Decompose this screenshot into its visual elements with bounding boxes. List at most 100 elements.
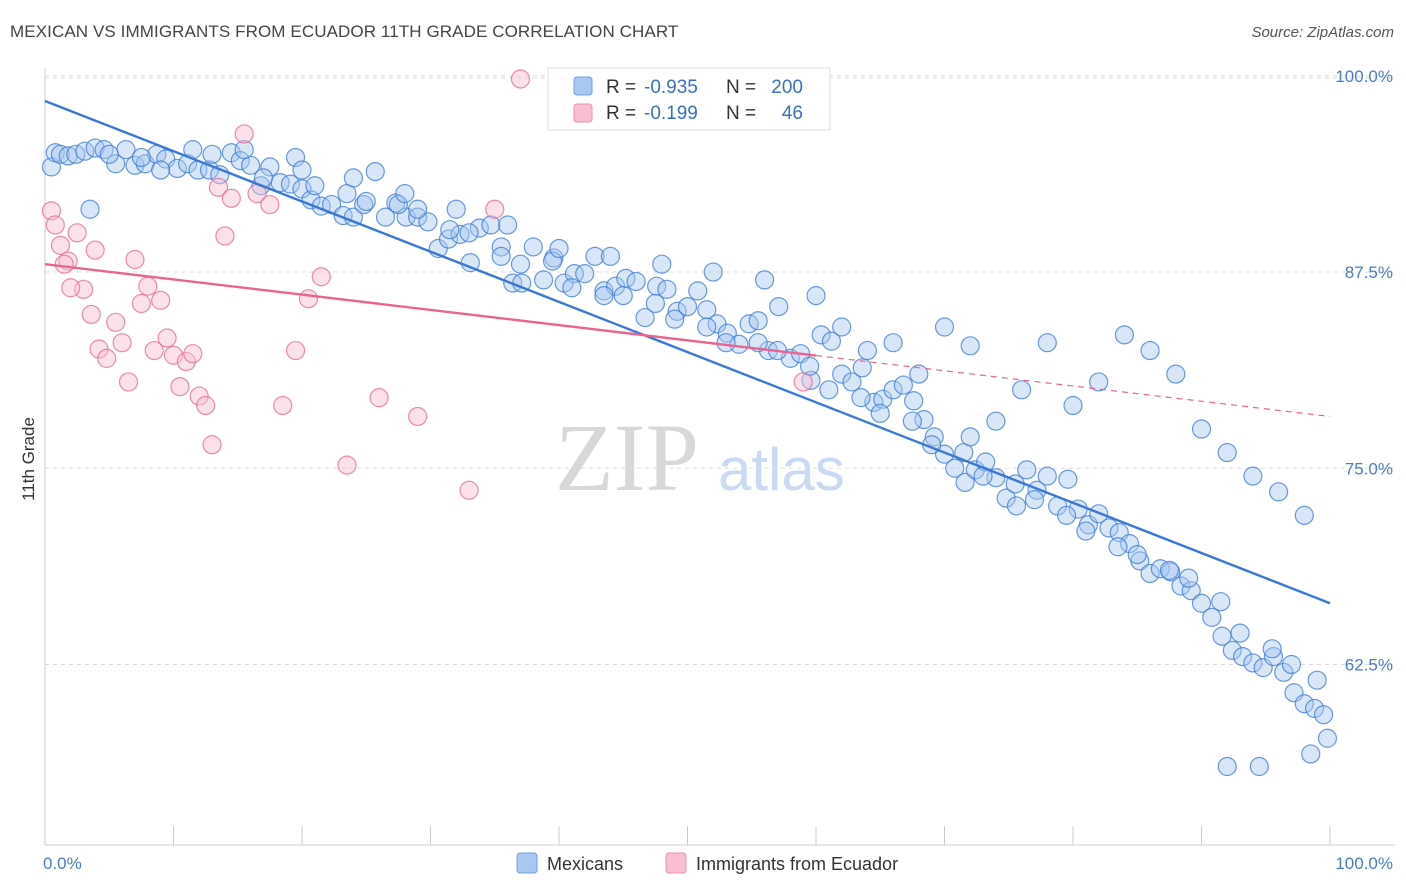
point-ecuador-13 xyxy=(125,249,145,270)
point-mexicans-58 xyxy=(626,271,646,292)
point-mexicans-144 xyxy=(819,380,839,400)
point-ecuador-41 xyxy=(510,69,531,89)
point-mexicans-106 xyxy=(1119,534,1140,554)
point-mexicans-136 xyxy=(408,199,428,219)
trend-line-ecuador-extension xyxy=(815,354,1331,418)
point-ecuador-25 xyxy=(202,435,222,455)
legend-n-value-2: 46 xyxy=(782,103,803,124)
point-mexicans-8 xyxy=(106,154,126,174)
point-mexicans-65 xyxy=(697,300,717,320)
point-mexicans-175 xyxy=(1159,560,1179,580)
legend-r-label-2: R = xyxy=(606,103,636,124)
point-mexicans-134 xyxy=(305,176,325,196)
y-tick-label-1: 87.5% xyxy=(1345,263,1393,282)
point-mexicans-182 xyxy=(934,317,955,337)
point-mexicans-188 xyxy=(1140,340,1160,361)
point-mexicans-131 xyxy=(151,160,171,180)
point-mexicans-196 xyxy=(986,411,1006,431)
x-tick-label-max: 100.0% xyxy=(1335,854,1393,873)
bottom-legend-ecuador: Immigrants from Ecuador xyxy=(696,854,898,874)
point-mexicans-10 xyxy=(125,155,145,175)
point-mexicans-160 xyxy=(388,194,408,215)
point-mexicans-55 xyxy=(594,281,614,301)
point-mexicans-14 xyxy=(167,158,187,179)
point-mexicans-151 xyxy=(1179,568,1199,588)
point-mexicans-121 xyxy=(1274,662,1294,682)
point-ecuador-33 xyxy=(285,340,306,361)
bottom-legend-swatch-mexicans xyxy=(516,852,538,874)
point-ecuador-2 xyxy=(50,235,71,255)
chart-title: MEXICAN VS IMMIGRANTS FROM ECUADOR 11TH … xyxy=(10,22,679,41)
point-mexicans-174 xyxy=(1108,537,1128,557)
point-mexicans-34 xyxy=(375,207,396,227)
point-mexicans-190 xyxy=(1191,419,1212,439)
point-mexicans-37 xyxy=(408,207,428,227)
point-mexicans-85 xyxy=(904,391,924,411)
point-mexicans-205 xyxy=(498,215,518,235)
point-ecuador-7 xyxy=(85,240,105,260)
point-mexicans-194 xyxy=(1294,505,1314,525)
point-mexicans-192 xyxy=(1243,466,1263,486)
point-mexicans-2 xyxy=(50,144,71,164)
source-credit: Source: ZipAtlas.com xyxy=(1251,24,1394,41)
point-mexicans-166 xyxy=(697,317,717,337)
point-mexicans-96 xyxy=(1017,460,1037,480)
point-mexicans-38 xyxy=(418,212,438,232)
point-mexicans-173 xyxy=(1056,505,1077,525)
point-mexicans-78 xyxy=(832,364,852,384)
point-mexicans-77 xyxy=(821,331,842,351)
point-mexicans-183 xyxy=(960,336,980,356)
point-ecuador-11 xyxy=(112,333,132,353)
point-ecuador-38 xyxy=(408,406,428,427)
point-mexicans-114 xyxy=(1202,607,1222,627)
point-ecuador-35 xyxy=(311,267,331,287)
point-mexicans-20 xyxy=(230,151,250,171)
point-mexicans-76 xyxy=(811,325,831,345)
point-mexicans-49 xyxy=(533,270,554,290)
point-mexicans-195 xyxy=(1011,380,1032,400)
point-mexicans-84 xyxy=(893,375,913,395)
bottom-legend-mexicans: Mexicans xyxy=(547,854,623,874)
point-mexicans-130 xyxy=(99,144,119,164)
point-mexicans-129 xyxy=(1217,756,1237,777)
point-mexicans-169 xyxy=(851,388,871,408)
point-mexicans-132 xyxy=(202,144,222,164)
point-ecuador-29 xyxy=(234,124,254,144)
bottom-legend-swatch-ecuador xyxy=(665,852,687,874)
point-ecuador-12 xyxy=(118,372,139,392)
point-mexicans-44 xyxy=(481,215,501,235)
point-mexicans-202 xyxy=(652,254,672,274)
legend-box xyxy=(547,67,831,131)
point-mexicans-61 xyxy=(657,279,677,299)
point-mexicans-157 xyxy=(234,140,254,160)
point-mexicans-165 xyxy=(645,293,665,314)
point-ecuador-45 xyxy=(61,278,81,298)
point-ecuador-44 xyxy=(54,254,74,274)
point-mexicans-178 xyxy=(1307,670,1327,690)
point-mexicans-111 xyxy=(1171,576,1191,596)
point-mexicans-181 xyxy=(883,333,903,353)
point-mexicans-177 xyxy=(1262,639,1282,659)
point-ecuador-10 xyxy=(106,312,126,332)
point-mexicans-104 xyxy=(1099,518,1119,538)
point-mexicans-54 xyxy=(585,246,605,266)
point-mexicans-112 xyxy=(1181,581,1201,601)
point-mexicans-117 xyxy=(1233,647,1253,667)
point-mexicans-48 xyxy=(523,237,543,257)
point-mexicans-198 xyxy=(909,364,929,384)
point-mexicans-100 xyxy=(1058,469,1078,489)
point-mexicans-125 xyxy=(1313,705,1334,725)
point-mexicans-25 xyxy=(280,174,301,194)
point-mexicans-197 xyxy=(960,427,980,447)
y-axis-tick-labels: 100.0% 87.5% 75.0% 62.5% xyxy=(1335,67,1393,675)
legend-n-value-1: 200 xyxy=(771,77,803,98)
point-mexicans-152 xyxy=(1230,623,1250,643)
point-mexicans-32 xyxy=(354,194,374,215)
point-mexicans-120 xyxy=(1263,647,1284,667)
point-mexicans-141 xyxy=(665,309,685,329)
y-tick-label-2: 75.0% xyxy=(1345,459,1393,478)
point-mexicans-23 xyxy=(260,157,280,177)
point-mexicans-154 xyxy=(80,199,100,219)
legend-swatch-mexicans xyxy=(573,76,593,96)
